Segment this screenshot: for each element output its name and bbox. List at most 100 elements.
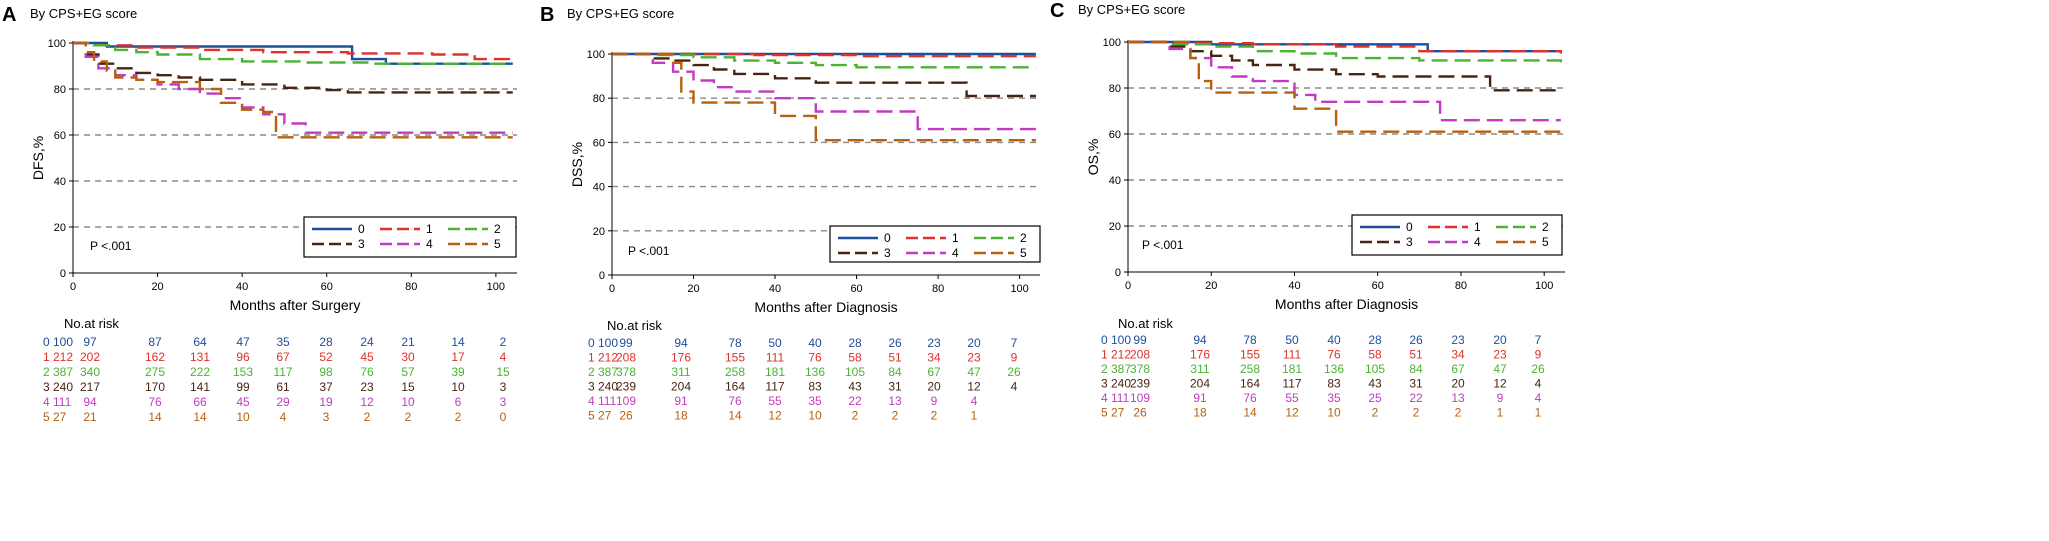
legend: 0 1 2 3 4 5 bbox=[303, 216, 517, 258]
risk-table-cell: 4 111 bbox=[43, 395, 72, 409]
y-tick-label: 40 bbox=[593, 182, 605, 194]
risk-table-cell: 3 240 bbox=[1101, 377, 1131, 391]
risk-table-cell: 13 bbox=[1451, 391, 1465, 405]
risk-table-cell: 66 bbox=[193, 395, 207, 409]
series-line-3 bbox=[1128, 40, 1561, 92]
legend-label-4: 4 bbox=[952, 246, 959, 260]
risk-table-cell: 105 bbox=[845, 365, 865, 379]
risk-table-cell: 67 bbox=[276, 350, 290, 364]
risk-table-header: No.at risk bbox=[1118, 316, 1173, 331]
risk-table-cell: 2 bbox=[455, 410, 462, 424]
risk-table-cell: 4 bbox=[1011, 380, 1018, 394]
risk-table-cell: 94 bbox=[674, 336, 688, 350]
risk-table-cell: 181 bbox=[765, 365, 785, 379]
risk-table-cell: 14 bbox=[451, 335, 465, 349]
risk-table-cell: 311 bbox=[1190, 362, 1209, 376]
series-line-1 bbox=[73, 41, 514, 62]
risk-table-cell: 1 bbox=[971, 409, 978, 423]
y-axis-label: OS,% bbox=[1085, 139, 1101, 176]
series-line-3 bbox=[612, 52, 1036, 98]
risk-table-cell: 19 bbox=[319, 395, 333, 409]
risk-table-cell: 12 bbox=[768, 409, 782, 423]
x-tick-label: 0 bbox=[70, 281, 76, 293]
risk-table-cell: 18 bbox=[674, 409, 688, 423]
risk-table-cell: 7 bbox=[1011, 336, 1018, 350]
risk-table-cell: 30 bbox=[401, 350, 415, 364]
risk-table-cell: 1 212 bbox=[588, 351, 618, 365]
risk-table-cell: 45 bbox=[236, 395, 250, 409]
legend-label-4: 4 bbox=[1474, 235, 1481, 249]
risk-table-cell: 14 bbox=[148, 410, 162, 424]
risk-table-cell: 2 bbox=[852, 409, 859, 423]
risk-table-cell: 111 bbox=[766, 351, 785, 365]
risk-table-cell: 4 bbox=[280, 410, 287, 424]
risk-table-cell: 20 bbox=[1493, 333, 1507, 347]
risk-table-cell: 12 bbox=[1493, 377, 1507, 391]
risk-table-header: No.at risk bbox=[64, 316, 119, 331]
risk-table-cell: 1 bbox=[1497, 406, 1504, 420]
risk-table-cell: 10 bbox=[236, 410, 250, 424]
risk-table-cell: 10 bbox=[401, 395, 415, 409]
risk-table-cell: 131 bbox=[190, 350, 210, 364]
risk-table-cell: 26 bbox=[1531, 362, 1545, 376]
chart-title: By CPS+EG score bbox=[1078, 2, 1185, 17]
x-tick-label: 80 bbox=[405, 281, 417, 293]
legend-label-0: 0 bbox=[1406, 220, 1413, 234]
risk-table-cell: 111 bbox=[1283, 348, 1302, 362]
risk-table-cell: 76 bbox=[1327, 348, 1341, 362]
risk-table-cell: 23 bbox=[967, 351, 981, 365]
risk-table-cell: 164 bbox=[1240, 377, 1260, 391]
x-tick-label: 40 bbox=[1288, 280, 1300, 292]
risk-table-cell: 21 bbox=[83, 410, 97, 424]
risk-table-cell: 4 bbox=[1535, 391, 1542, 405]
y-tick-label: 20 bbox=[54, 222, 66, 234]
risk-table-cell: 31 bbox=[888, 380, 902, 394]
chart-title: By CPS+EG score bbox=[567, 6, 674, 21]
risk-table-cell: 50 bbox=[1285, 333, 1299, 347]
p-value: P <.001 bbox=[90, 239, 132, 253]
risk-table-cell: 117 bbox=[1282, 377, 1301, 391]
p-value: P <.001 bbox=[628, 244, 670, 258]
risk-table-cell: 29 bbox=[276, 395, 290, 409]
risk-table-cell: 52 bbox=[319, 350, 333, 364]
risk-table-cell: 5 27 bbox=[588, 409, 612, 423]
risk-table-cell: 35 bbox=[808, 394, 822, 408]
risk-table-cell: 45 bbox=[360, 350, 374, 364]
risk-table-cell: 14 bbox=[1243, 406, 1257, 420]
legend-label-3: 3 bbox=[1406, 235, 1413, 249]
y-tick-label: 60 bbox=[1109, 129, 1121, 141]
risk-table-cell: 20 bbox=[1451, 377, 1465, 391]
x-tick-label: 20 bbox=[151, 281, 163, 293]
risk-table-header: No.at risk bbox=[607, 318, 662, 333]
legend-label-0: 0 bbox=[358, 222, 365, 236]
risk-table-cell: 153 bbox=[233, 365, 253, 379]
risk-table-cell: 23 bbox=[1493, 348, 1507, 362]
x-tick-label: 60 bbox=[321, 281, 333, 293]
legend-label-5: 5 bbox=[1020, 246, 1027, 260]
risk-table-cell: 18 bbox=[1193, 406, 1207, 420]
risk-table-cell: 43 bbox=[1368, 377, 1382, 391]
risk-table-cell: 67 bbox=[1451, 362, 1465, 376]
risk-table-cell: 12 bbox=[967, 380, 981, 394]
risk-table-cell: 78 bbox=[728, 336, 742, 350]
risk-table-cell: 34 bbox=[927, 351, 941, 365]
risk-table-cell: 181 bbox=[1282, 362, 1302, 376]
risk-table-cell: 136 bbox=[1324, 362, 1344, 376]
risk-table-cell: 57 bbox=[401, 365, 415, 379]
risk-table-cell: 1 bbox=[1535, 406, 1542, 420]
risk-table-cell: 10 bbox=[1327, 406, 1341, 420]
risk-table-cell: 136 bbox=[805, 365, 825, 379]
x-tick-label: 40 bbox=[769, 283, 781, 295]
risk-table-cell: 9 bbox=[1011, 351, 1018, 365]
risk-table-cell: 4 bbox=[500, 350, 507, 364]
risk-table-cell: 99 bbox=[1133, 333, 1147, 347]
legend-label-2: 2 bbox=[1542, 220, 1549, 234]
risk-table-cell: 76 bbox=[808, 351, 822, 365]
risk-table-cell: 47 bbox=[1493, 362, 1507, 376]
risk-table-cell: 9 bbox=[1535, 348, 1542, 362]
risk-table-cell: 40 bbox=[1327, 333, 1341, 347]
risk-table-cell: 13 bbox=[888, 394, 902, 408]
